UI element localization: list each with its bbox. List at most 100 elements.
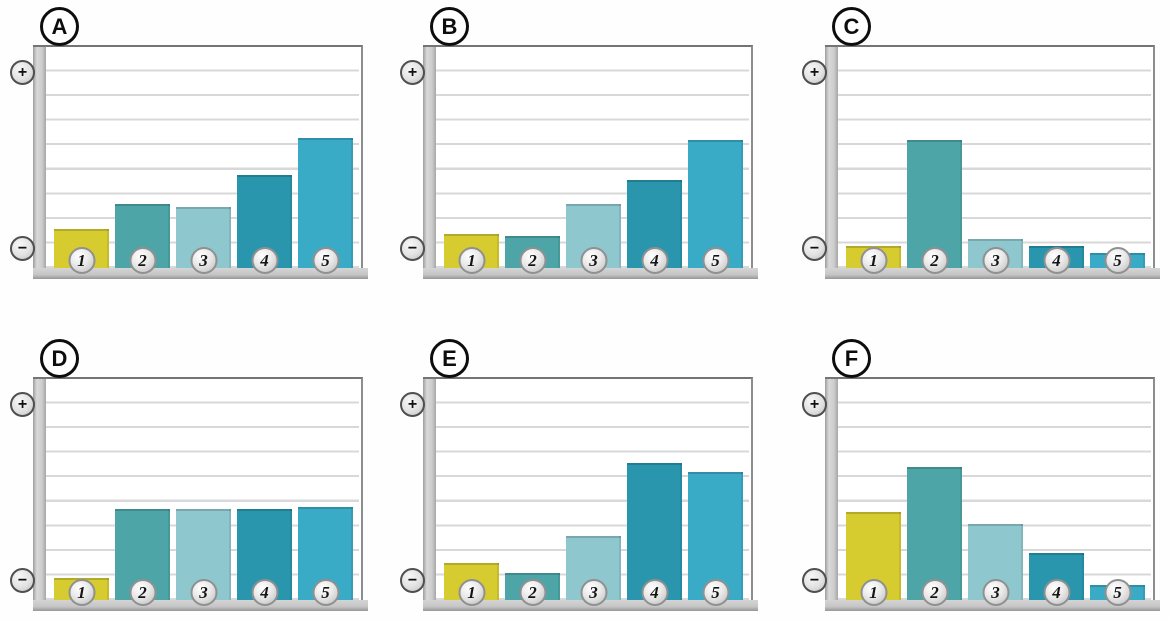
bars-group: 1 2 3 4 5 bbox=[54, 47, 353, 274]
bar-slot-5: 5 bbox=[688, 47, 743, 274]
minus-icon: − bbox=[400, 568, 425, 593]
minus-icon: − bbox=[10, 568, 35, 593]
panel-label-text: C bbox=[843, 13, 860, 39]
chart-area: + − 1 2 3 4 5 bbox=[802, 45, 1160, 279]
bar-slot-2: 2 bbox=[907, 379, 962, 606]
panel-label-text: A bbox=[51, 13, 68, 39]
plot-frame bbox=[825, 45, 1155, 279]
bar-slot-1: 1 bbox=[444, 379, 499, 606]
bar-5 bbox=[688, 140, 743, 268]
bar-label-badge-1: 1 bbox=[860, 579, 887, 606]
bar-label-badge-4: 4 bbox=[641, 247, 668, 274]
bar-slot-1: 1 bbox=[54, 47, 109, 274]
bar-label-badge-5: 5 bbox=[702, 579, 729, 606]
bar-label-badge-2: 2 bbox=[129, 579, 156, 606]
plot-frame bbox=[423, 45, 753, 279]
bars-group: 1 2 3 4 5 bbox=[54, 379, 353, 606]
bars-group: 1 2 3 4 5 bbox=[444, 379, 743, 606]
bar-label-badge-4: 4 bbox=[251, 247, 278, 274]
bar-label-badge-5: 5 bbox=[1104, 579, 1131, 606]
bar-label-badge-1: 1 bbox=[68, 579, 95, 606]
minus-icon: − bbox=[802, 568, 827, 593]
bar-slot-1: 1 bbox=[846, 47, 901, 274]
panel-F: F + − 1 2 3 4 5 bbox=[792, 332, 1170, 622]
bar-label-badge-5: 5 bbox=[312, 579, 339, 606]
minus-icon: − bbox=[802, 236, 827, 261]
bar-label-badge-2: 2 bbox=[519, 579, 546, 606]
bar-slot-5: 5 bbox=[1090, 47, 1145, 274]
bars-group: 1 2 3 4 5 bbox=[846, 47, 1145, 274]
bar-slot-5: 5 bbox=[1090, 379, 1145, 606]
bar-label-badge-4: 4 bbox=[641, 579, 668, 606]
plus-icon: + bbox=[10, 60, 35, 85]
bar-slot-2: 2 bbox=[115, 47, 170, 274]
bar-label-badge-3: 3 bbox=[190, 247, 217, 274]
chart-area: + − 1 2 3 4 5 bbox=[400, 45, 758, 279]
panel-C: C + − 1 2 3 4 5 bbox=[792, 0, 1170, 300]
panel-label-badge: A bbox=[40, 7, 79, 46]
bar-label-badge-3: 3 bbox=[190, 579, 217, 606]
bar-5 bbox=[298, 137, 353, 268]
bar-label-badge-3: 3 bbox=[580, 579, 607, 606]
panel-A: A + − 1 2 3 4 5 bbox=[0, 0, 390, 300]
y-axis bbox=[423, 379, 436, 611]
bars-group: 1 2 3 4 5 bbox=[444, 47, 743, 274]
y-axis bbox=[33, 47, 46, 279]
bar-label-badge-5: 5 bbox=[312, 247, 339, 274]
plot-frame bbox=[825, 377, 1155, 611]
bar-label-badge-1: 1 bbox=[458, 247, 485, 274]
panel-label-badge: F bbox=[832, 339, 871, 378]
bar-slot-3: 3 bbox=[968, 379, 1023, 606]
panel-label-text: D bbox=[51, 345, 68, 371]
bar-label-badge-5: 5 bbox=[702, 247, 729, 274]
bar-label-badge-3: 3 bbox=[982, 579, 1009, 606]
bar-label-badge-2: 2 bbox=[921, 579, 948, 606]
y-axis bbox=[825, 379, 838, 611]
bar-label-badge-4: 4 bbox=[1043, 579, 1070, 606]
y-axis bbox=[825, 47, 838, 279]
bar-slot-3: 3 bbox=[566, 379, 621, 606]
bar-2 bbox=[907, 140, 962, 268]
bar-slot-5: 5 bbox=[688, 379, 743, 606]
plot-frame bbox=[33, 45, 363, 279]
bar-label-badge-3: 3 bbox=[982, 247, 1009, 274]
bar-slot-5: 5 bbox=[298, 47, 353, 274]
bar-slot-2: 2 bbox=[907, 47, 962, 274]
bar-slot-2: 2 bbox=[505, 379, 560, 606]
plus-icon: + bbox=[802, 60, 827, 85]
panel-label-text: E bbox=[442, 345, 457, 371]
bar-slot-1: 1 bbox=[444, 47, 499, 274]
plus-icon: + bbox=[400, 392, 425, 417]
y-axis bbox=[33, 379, 46, 611]
chart-area: + − 1 2 3 4 5 bbox=[400, 377, 758, 611]
bar-slot-1: 1 bbox=[54, 379, 109, 606]
panel-E: E + − 1 2 3 4 5 bbox=[390, 332, 780, 622]
bar-slot-4: 4 bbox=[1029, 379, 1084, 606]
bar-slot-3: 3 bbox=[968, 47, 1023, 274]
chart-area: + − 1 2 3 4 5 bbox=[10, 45, 368, 279]
bar-label-badge-4: 4 bbox=[1043, 247, 1070, 274]
plus-icon: + bbox=[10, 392, 35, 417]
plus-icon: + bbox=[400, 60, 425, 85]
bar-slot-4: 4 bbox=[627, 47, 682, 274]
plot-frame bbox=[423, 377, 753, 611]
bar-label-badge-1: 1 bbox=[458, 579, 485, 606]
bar-5 bbox=[688, 472, 743, 600]
bar-label-badge-2: 2 bbox=[519, 247, 546, 274]
bar-slot-4: 4 bbox=[627, 379, 682, 606]
bar-slot-4: 4 bbox=[237, 47, 292, 274]
bar-slot-2: 2 bbox=[505, 47, 560, 274]
bar-slot-4: 4 bbox=[237, 379, 292, 606]
bar-slot-3: 3 bbox=[176, 47, 231, 274]
bar-slot-2: 2 bbox=[115, 379, 170, 606]
bar-label-badge-3: 3 bbox=[580, 247, 607, 274]
plot-gridlines bbox=[838, 47, 1151, 268]
plus-icon: + bbox=[802, 392, 827, 417]
minus-icon: − bbox=[400, 236, 425, 261]
panel-label-badge: C bbox=[832, 7, 871, 46]
chart-area: + − 1 2 3 4 5 bbox=[802, 377, 1160, 611]
bar-4 bbox=[627, 462, 682, 600]
bars-group: 1 2 3 4 5 bbox=[846, 379, 1145, 606]
panel-label-text: F bbox=[844, 345, 859, 371]
